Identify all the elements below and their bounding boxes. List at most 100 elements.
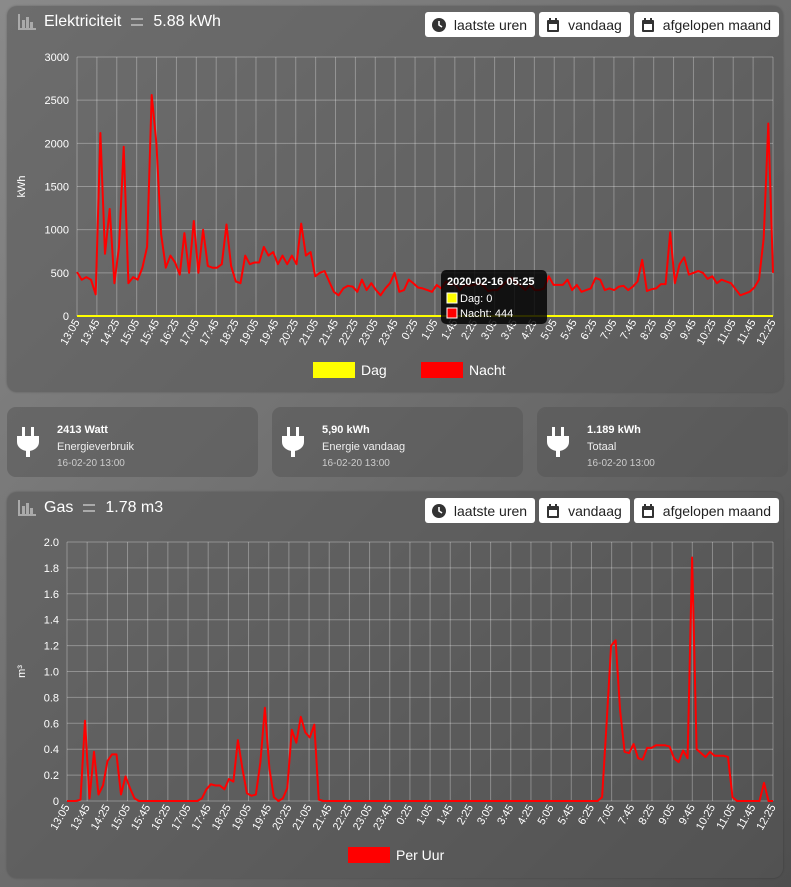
electricity-chart[interactable]: 05001000150020002500300013:0513:4514:251… — [7, 6, 783, 392]
x-tick-label: 9:05 — [658, 318, 679, 343]
plug-icon — [282, 427, 304, 457]
tooltip-title: 2020-02-16 05:25 — [447, 276, 534, 288]
x-tick-label: 12:25 — [754, 318, 778, 348]
legend-label: Dag — [361, 362, 387, 378]
card-label: Energieverbruik — [57, 441, 135, 453]
x-tick-label: 5:45 — [556, 803, 577, 828]
y-tick-label: 0 — [63, 311, 69, 323]
electricity-range-buttons: laatste uren vandaag afgelopen maand — [424, 12, 779, 37]
electricity-panel: Elektriciteit 5.88 kWh laatste uren vand… — [7, 6, 783, 392]
legend-swatch — [421, 362, 463, 378]
x-tick-label: 19:45 — [250, 803, 274, 833]
last-hours-label: laatste uren — [453, 16, 528, 33]
card-time: 16-02-20 13:00 — [587, 458, 655, 469]
last-month-label: afgelopen maand — [662, 16, 771, 33]
x-tick-label: 7:45 — [616, 803, 637, 828]
x-tick-label: 11:05 — [715, 318, 739, 347]
bar-chart-icon — [18, 500, 36, 516]
today-button[interactable]: vandaag — [539, 12, 630, 37]
x-tick-label: 13:45 — [78, 318, 102, 348]
equals-icon — [83, 504, 96, 512]
card-label: Totaal — [587, 441, 617, 453]
x-tick-label: 20:25 — [270, 803, 294, 833]
x-tick-label: 20:25 — [277, 318, 301, 348]
x-tick-label: 23:45 — [377, 318, 401, 348]
series-line-per-uur — [67, 556, 773, 802]
y-tick-label: 2500 — [45, 95, 69, 107]
x-tick-label: 5:05 — [536, 803, 557, 828]
today-button[interactable]: vandaag — [539, 498, 630, 523]
y-tick-label: 1.0 — [44, 667, 59, 679]
total-card: 1.189 kWh Totaal 16-02-20 13:00 — [537, 407, 788, 477]
x-tick-label: 15:45 — [129, 803, 153, 833]
gas-chart[interactable]: 00.20.40.60.81.01.21.41.61.82.013:0513:4… — [7, 492, 783, 878]
gas-value: 1.78 m3 — [105, 499, 164, 516]
tooltip-dag: Dag: 0 — [460, 293, 492, 305]
gas-header: Gas 1.78 m3 — [18, 499, 163, 517]
x-tick-label: 19:45 — [257, 318, 281, 348]
y-axis-label: kWh — [16, 176, 28, 198]
y-tick-label: 0.6 — [44, 718, 59, 730]
card-label: Energie vandaag — [322, 441, 406, 453]
electricity-title: Elektriciteit — [44, 13, 122, 30]
tooltip-swatch-dag — [446, 292, 458, 304]
calendar-icon — [547, 17, 560, 32]
card-time: 16-02-20 13:00 — [57, 458, 125, 469]
calendar-icon — [641, 503, 654, 518]
x-tick-label: 21:05 — [290, 803, 314, 833]
legend-swatch — [348, 847, 390, 863]
last-month-button[interactable]: afgelopen maand — [633, 12, 779, 37]
x-tick-label: 3:45 — [495, 803, 516, 828]
x-tick-label: 8:25 — [636, 803, 657, 828]
x-tick-label: 22:25 — [337, 318, 361, 348]
x-tick-label: 1:05 — [419, 318, 440, 343]
x-tick-label: 7:05 — [598, 318, 619, 343]
x-tick-label: 0:25 — [400, 318, 421, 343]
y-axis-label: m³ — [16, 665, 28, 678]
energy-today-card: 5,90 kWh Energie vandaag 16-02-20 13:00 — [272, 407, 523, 477]
gas-range-buttons: laatste uren vandaag afgelopen maand — [424, 498, 779, 523]
x-tick-label: 16:25 — [158, 318, 182, 348]
calendar-icon — [547, 503, 560, 518]
today-label: vandaag — [568, 16, 622, 33]
x-tick-label: 6:25 — [576, 803, 597, 828]
card-time: 16-02-20 13:00 — [322, 458, 390, 469]
card-value: 5,90 kWh — [322, 424, 370, 436]
x-tick-label: 1:05 — [415, 803, 436, 828]
plug-icon — [17, 427, 39, 457]
series-line-nacht — [76, 94, 774, 297]
electricity-value: 5.88 kWh — [153, 13, 221, 30]
y-tick-label: 0.2 — [44, 770, 59, 782]
last-hours-label: laatste uren — [453, 502, 528, 519]
last-month-button[interactable]: afgelopen maand — [633, 498, 779, 523]
last-hours-button[interactable]: laatste uren — [424, 498, 536, 523]
x-tick-label: 1:45 — [435, 803, 456, 828]
x-tick-label: 2:25 — [455, 803, 476, 828]
x-tick-label: 11:05 — [715, 803, 739, 832]
x-tick-label: 7:05 — [596, 803, 617, 828]
gas-title: Gas — [44, 499, 74, 516]
y-tick-label: 0.4 — [44, 744, 59, 756]
x-tick-label: 18:25 — [218, 318, 242, 348]
x-tick-label: 10:25 — [695, 318, 719, 348]
plug-icon — [547, 427, 569, 457]
x-tick-label: 15:05 — [109, 803, 133, 833]
y-tick-label: 0.8 — [44, 692, 59, 704]
last-hours-button[interactable]: laatste uren — [424, 12, 536, 37]
power-usage-card: 2413 Watt Energieverbruik 16-02-20 13:00 — [7, 407, 258, 477]
y-tick-label: 1.8 — [44, 563, 59, 575]
clock-icon — [431, 17, 446, 32]
tooltip-box — [441, 270, 547, 324]
x-tick-label: 9:05 — [657, 803, 678, 828]
x-tick-label: 21:45 — [311, 803, 335, 833]
x-tick-label: 16:25 — [149, 803, 173, 833]
electricity-header: Elektriciteit 5.88 kWh — [18, 13, 221, 31]
equals-icon — [131, 18, 144, 26]
y-tick-label: 0 — [53, 796, 59, 808]
legend-label: Nacht — [469, 362, 506, 378]
legend-label: Per Uur — [396, 847, 445, 863]
x-tick-label: 15:45 — [138, 318, 162, 348]
x-tick-label: 10:25 — [694, 803, 718, 833]
x-tick-label: 14:25 — [89, 803, 113, 833]
x-tick-label: 18:25 — [210, 803, 234, 833]
